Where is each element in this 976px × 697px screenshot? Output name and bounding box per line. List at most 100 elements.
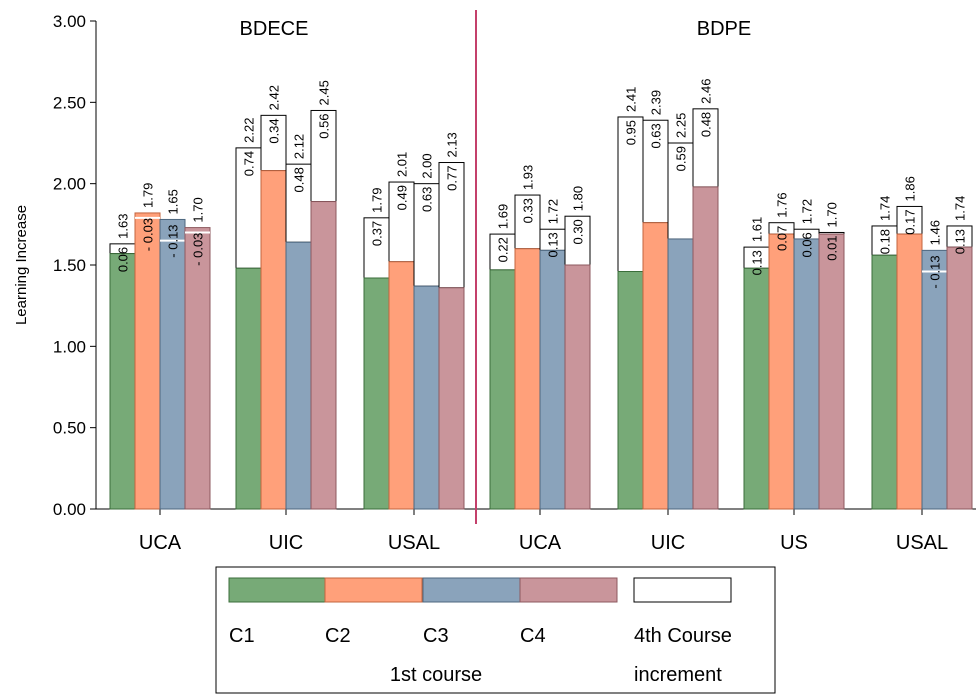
bar-total-label: 1.70 (825, 202, 840, 227)
y-axis-label: Learning Increase (13, 205, 30, 325)
bar-increment-label: 0.34 (267, 118, 282, 143)
bar-total-label: 1.61 (750, 217, 765, 242)
y-tick-label: 0.50 (53, 419, 86, 438)
bar-total-label: 1.70 (191, 197, 206, 222)
y-tick-label: 2.00 (53, 175, 86, 194)
bar-increment (896, 205, 923, 235)
x-tick-label: UIC (651, 532, 685, 554)
bar-first-course (310, 201, 337, 510)
bar-first-course (388, 261, 415, 510)
bar-increment-label: 0.49 (395, 185, 410, 210)
bar-increment-label: 0.33 (521, 198, 536, 223)
bar-total-label: 1.65 (166, 189, 181, 214)
bar-increment (235, 147, 262, 269)
bar-total-label: 1.74 (878, 196, 893, 221)
bar-first-course (743, 267, 770, 510)
bar-total-label: 2.12 (292, 134, 307, 159)
bar-total-label: 1.72 (800, 199, 815, 224)
bar-increment-label: 0.37 (370, 221, 385, 246)
bar-total-label: 2.46 (699, 79, 714, 104)
bar-first-course (692, 186, 719, 510)
legend-label-c4: C4 (520, 625, 546, 647)
x-tick-label: UCA (519, 532, 562, 554)
legend-label-4th-course: 4th Course (634, 625, 732, 647)
bar-first-course (946, 246, 973, 510)
bar-first-course (921, 249, 948, 510)
bar-increment (871, 225, 898, 256)
bar-total-label: 1.63 (116, 214, 131, 239)
bar-first-course (159, 218, 186, 510)
legend-swatch-c1 (228, 577, 327, 603)
bar-first-course (260, 170, 287, 510)
y-tick-label: 2.50 (53, 93, 86, 112)
bar-increment-label: - 0.03 (141, 218, 156, 251)
bar-total-label: 2.41 (624, 87, 639, 112)
legend-swatch-c2 (324, 577, 423, 603)
y-tick-label: 1.00 (53, 337, 86, 356)
axes: 0.00 0.50 1.00 1.50 2.00 2.50 3.00 Learning Inc… (13, 10, 976, 554)
bar-increment (617, 116, 644, 273)
bar-increment-label: 0.77 (445, 166, 460, 191)
bar-total-label: 1.74 (953, 196, 968, 221)
bar-total-label: 1.76 (775, 192, 790, 217)
bar-first-course (818, 233, 845, 510)
bar-increment-label: 0.95 (624, 120, 639, 145)
bar-first-course (539, 249, 566, 510)
bar-increment-label: 0.48 (292, 167, 307, 192)
bar-first-course (285, 241, 312, 510)
panel-title: BDECE (240, 18, 309, 40)
bar-increment-label: 0.63 (420, 187, 435, 212)
bar-total-label: 1.69 (496, 204, 511, 229)
bar-first-course (768, 233, 795, 510)
bar-increment-label: 0.59 (674, 146, 689, 171)
bar-total-label: 1.86 (903, 176, 918, 201)
bar-total-label: 2.45 (317, 80, 332, 105)
bar-total-label: 2.42 (267, 85, 282, 110)
x-tick-label: USAL (388, 532, 440, 554)
bar-total-label: 2.01 (395, 152, 410, 177)
legend-label-c2: C2 (325, 625, 351, 647)
bar-increment-label: 0.07 (775, 226, 790, 251)
bar-first-course (134, 212, 161, 510)
bar-total-label: 1.80 (571, 186, 586, 211)
bar-first-course (184, 227, 211, 510)
bar-total-label: 2.25 (674, 113, 689, 138)
bar-total-label: 1.79 (141, 183, 156, 208)
legend-swatch-increment (633, 577, 732, 603)
y-tick-label: 1.50 (53, 256, 86, 275)
legend-label-c1: C1 (229, 625, 255, 647)
bar-increment (413, 183, 440, 287)
bar-labels: 1.63 0.06 1.79 - 0.03 1.65 - 0.13 1.70 - 0.03 2.… (116, 79, 968, 289)
bar-increment-label: 0.13 (750, 250, 765, 275)
y-tick-label: 0.00 (53, 500, 86, 519)
bar-increment (438, 162, 465, 289)
x-tick-label: UCA (139, 532, 182, 554)
bar-increment-label: 0.18 (878, 229, 893, 254)
bar-first-course (564, 264, 591, 510)
bar-increment-label: 0.48 (699, 112, 714, 137)
bar-increment-label: 0.30 (571, 219, 586, 244)
bar-first-course (642, 222, 669, 510)
bar-increment-label: 0.56 (317, 113, 332, 138)
bar-increment-label: - 0.13 (928, 255, 943, 288)
bar-increment-label: - 0.13 (166, 224, 181, 257)
bar-increment (667, 142, 694, 240)
legend-label-c3: C3 (423, 625, 449, 647)
bar-increment (564, 215, 591, 266)
bar-increment (692, 108, 719, 188)
bar-increment-label: 0.01 (825, 235, 840, 260)
x-tick-label: US (780, 532, 808, 554)
y-tick-label: 3.00 (53, 12, 86, 31)
bar-first-course (235, 267, 262, 510)
bar-total-label: 2.13 (445, 132, 460, 157)
bars (109, 108, 973, 510)
bar-increment-label: 0.22 (496, 237, 511, 262)
bar-increment-label: 0.63 (649, 123, 664, 148)
bar-total-label: 1.93 (521, 165, 536, 190)
bar-first-course (793, 238, 820, 510)
bar-first-course (667, 238, 694, 510)
bar-total-label: 1.79 (370, 188, 385, 213)
bar-increment-label: 0.06 (800, 232, 815, 257)
bar-first-course (413, 285, 440, 510)
